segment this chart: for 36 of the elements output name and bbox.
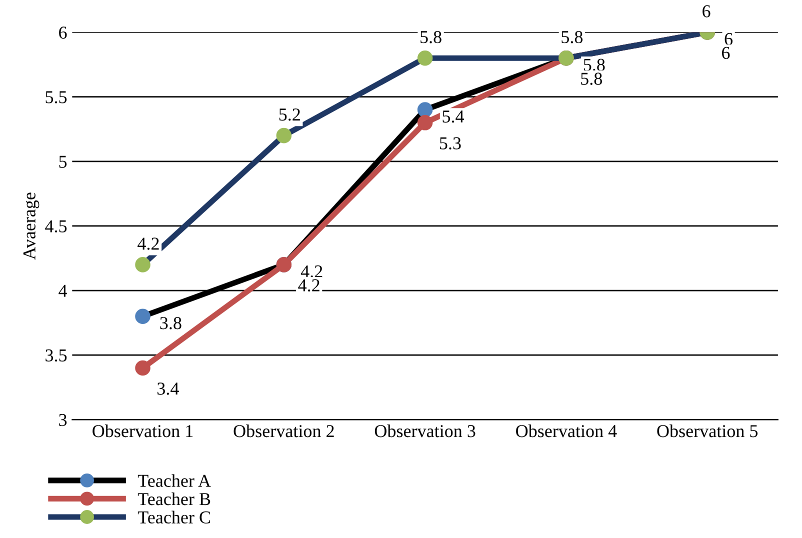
x-tick-label: Observation 2 [234,424,334,438]
y-tick-label: 6 [59,26,67,39]
data-label: 4.2 [298,279,320,292]
point [417,102,433,118]
data-label: 5.8 [581,72,602,85]
data-label: 5.3 [440,137,461,150]
y-tick-label: 4 [58,284,68,297]
legend-label: Teacher A [138,474,211,487]
point [135,360,150,376]
data-label: 3.8 [160,317,182,330]
point [135,257,150,272]
legend-label: Teacher C [138,510,210,524]
data-label: 6 [702,5,710,18]
data-label: 5.2 [279,108,300,121]
x-tick-label: Observation 3 [374,424,476,438]
point [417,50,433,66]
y-axis-title: Avaerage [23,192,40,260]
y-tick-label: 5.5 [46,91,67,104]
point [135,308,150,324]
y-tick-label: 5 [59,156,67,168]
data-label: 6 [722,46,730,60]
data-label: 5.8 [420,30,442,44]
point [276,128,292,144]
y-tick-label: 3.5 [46,349,67,362]
y-tick-label: 4.5 [45,220,67,232]
data-label: 5.8 [562,30,583,44]
data-label: 4.2 [138,238,159,250]
x-tick-label: Observation 4 [516,424,617,438]
point [417,115,433,130]
x-tick-label: Observation 1 [92,424,193,438]
data-label: 6 [724,33,733,46]
data-label: 5.4 [442,110,464,123]
y-tick-label: 3 [59,414,67,426]
legend-label: Teacher B [138,492,210,506]
x-tick-label: Observation 5 [657,424,758,438]
data-label: 3.4 [158,382,179,395]
